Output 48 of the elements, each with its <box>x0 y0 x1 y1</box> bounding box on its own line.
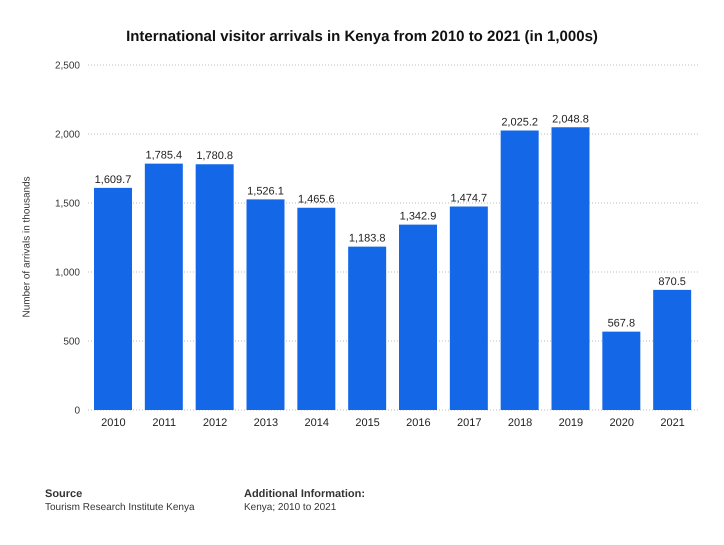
x-tick-label: 2019 <box>558 416 584 429</box>
x-tick-label: 2011 <box>152 416 176 429</box>
x-tick-label: 2010 <box>101 416 126 429</box>
data-label: 1,342.9 <box>400 210 436 223</box>
bar <box>297 208 336 410</box>
bar <box>500 130 539 410</box>
x-tick-label: 2018 <box>508 416 532 429</box>
x-tick-label: 2013 <box>254 416 278 429</box>
bar <box>196 164 234 410</box>
y-tick-label: 1,000 <box>54 268 80 279</box>
y-axis-title: Number of arrivals in thousands <box>22 176 33 318</box>
y-tick-label: 2,500 <box>54 60 80 72</box>
bar <box>94 188 132 410</box>
data-label: 870.5 <box>658 276 686 288</box>
data-label: 1,465.6 <box>298 194 335 206</box>
bar <box>246 199 284 410</box>
chart-title: International visitor arrivals in Kenya from 2010 to 2021 (in 1,000s) <box>125 27 599 45</box>
text: Kenya; 2010 to 2021 <box>244 501 338 514</box>
data-label: 2,025.2 <box>501 116 538 129</box>
bar <box>348 246 386 410</box>
data-label: 2,048.8 <box>552 113 589 126</box>
x-tick-label: 2016 <box>406 416 431 429</box>
y-tick-label: 1,500 <box>54 198 80 210</box>
y-tick-label: 2,000 <box>54 130 80 141</box>
x-tick-label: 2015 <box>355 416 380 429</box>
y-tick-label: 0 <box>74 406 80 417</box>
x-tick-label: 2021 <box>660 416 685 429</box>
bar <box>144 164 183 410</box>
data-label: 1,609.7 <box>94 174 132 186</box>
data-label: 1,183.8 <box>348 232 386 245</box>
text: Source <box>45 488 84 501</box>
y-tick-label: 500 <box>63 336 80 348</box>
data-label: 567.8 <box>608 318 636 330</box>
bar <box>602 332 640 410</box>
bar <box>653 290 692 410</box>
data-label: 1,785.4 <box>145 150 182 162</box>
bar <box>450 206 488 410</box>
x-tick-label: 2020 <box>610 416 634 429</box>
bar <box>399 224 437 410</box>
data-label: 1,526.1 <box>247 185 284 198</box>
x-tick-label: 2017 <box>457 416 482 429</box>
data-label: 1,780.8 <box>196 150 234 162</box>
text: Tourism Research Institute Kenya <box>45 501 195 514</box>
bar <box>552 127 590 410</box>
text: Additional Information: <box>244 488 365 501</box>
x-tick-label: 2014 <box>304 416 329 429</box>
data-label: 1,474.7 <box>450 192 488 204</box>
x-tick-label: 2012 <box>202 416 228 429</box>
